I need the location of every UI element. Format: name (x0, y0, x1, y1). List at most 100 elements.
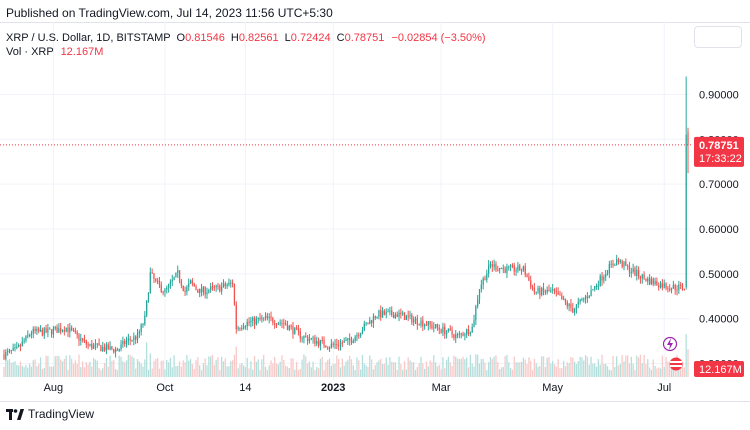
candle (533, 287, 536, 293)
candle (559, 294, 561, 296)
volume-bar (109, 355, 111, 377)
candle (49, 328, 51, 330)
volume-bar (506, 354, 508, 377)
candle (407, 315, 409, 317)
volume-bar (303, 354, 305, 377)
candle (674, 284, 676, 290)
candle (336, 343, 338, 346)
volume-bar (359, 369, 362, 377)
volume-bar (103, 363, 106, 377)
volume-bar (54, 356, 56, 377)
volume-bar (513, 356, 515, 377)
candle (595, 285, 598, 287)
candle (217, 285, 219, 287)
volume-bar (383, 363, 386, 377)
volume-bar (30, 366, 33, 377)
volume-bar (184, 362, 186, 377)
candle (283, 323, 285, 325)
candle (566, 302, 568, 307)
volume-bar (299, 368, 301, 377)
candle (61, 330, 64, 332)
volume-bar (270, 360, 272, 377)
candle (211, 286, 214, 288)
candlestick-chart[interactable]: 0.300000.400000.500000.600000.700000.800… (0, 22, 750, 402)
legend-volume-row[interactable]: Vol · XRP 12.167M (6, 45, 486, 59)
candle (537, 287, 539, 292)
volume-bar (233, 354, 236, 377)
candle (60, 328, 62, 332)
chart-control-box[interactable] (694, 26, 742, 48)
volume-bar (274, 357, 276, 377)
candle (241, 328, 243, 330)
candle (25, 335, 27, 341)
volume-bar (142, 366, 144, 377)
candle (553, 289, 556, 292)
candle (667, 288, 669, 290)
candle (656, 281, 658, 286)
volume-bar (427, 366, 429, 377)
candle (438, 327, 440, 330)
candle (237, 327, 239, 330)
volume-bar (25, 364, 27, 377)
candle (285, 323, 287, 326)
volume-bar (239, 364, 241, 377)
volume-bar (244, 367, 247, 377)
candle (94, 344, 97, 346)
volume-bar (546, 357, 548, 377)
volume-bar (568, 363, 570, 377)
volume-bar (541, 356, 543, 377)
candle (16, 346, 18, 348)
candle (616, 259, 618, 266)
legend-change: −0.02854 (−3.50%) (391, 32, 486, 44)
volume-bar (356, 357, 358, 377)
candle (564, 298, 567, 303)
candle (356, 334, 358, 337)
legend-close: 0.78751 (344, 32, 385, 44)
candle (650, 278, 653, 285)
candle (614, 265, 616, 267)
volume-bar (451, 366, 453, 377)
candle (670, 288, 673, 291)
volume-bar (424, 368, 426, 377)
legend-low-label: L (284, 32, 291, 44)
candle (131, 340, 133, 342)
candle (63, 330, 65, 332)
volume-bar (12, 362, 14, 377)
candle (359, 333, 362, 336)
legend-low: 0.72424 (290, 32, 331, 44)
legend-ohlc-row[interactable]: XRP / U.S. Dollar, 1D, BITSTAMP O0.81546… (6, 31, 486, 45)
volume-bar (511, 369, 514, 377)
volume-bar (552, 360, 554, 377)
volume-bar (376, 362, 378, 377)
candle (497, 269, 499, 271)
volume-bar (120, 356, 122, 377)
candle (478, 289, 481, 300)
candle (669, 288, 671, 291)
candle (519, 265, 521, 271)
candle (169, 281, 172, 285)
volume-bar (246, 357, 248, 377)
candle (39, 329, 42, 332)
candle (228, 282, 230, 285)
volume-bar (625, 355, 627, 377)
candle (389, 310, 391, 312)
volume-bar (177, 365, 179, 377)
candle (520, 270, 523, 272)
candle (78, 334, 80, 341)
candle (623, 261, 625, 267)
candle (436, 324, 439, 328)
candle (246, 321, 248, 327)
volume-bar (345, 361, 347, 377)
volume-bar (268, 365, 270, 377)
volume-bar (599, 364, 601, 377)
volume-bar (275, 363, 278, 377)
legend-open-label: O (176, 32, 186, 44)
candle (632, 268, 634, 272)
volume-bar (164, 369, 166, 377)
volume-bar (486, 370, 488, 377)
candle (506, 266, 508, 273)
grid (0, 22, 690, 380)
volume-bar (261, 359, 263, 377)
volume-bar (3, 366, 5, 377)
x-tick-label: Aug (44, 382, 64, 394)
